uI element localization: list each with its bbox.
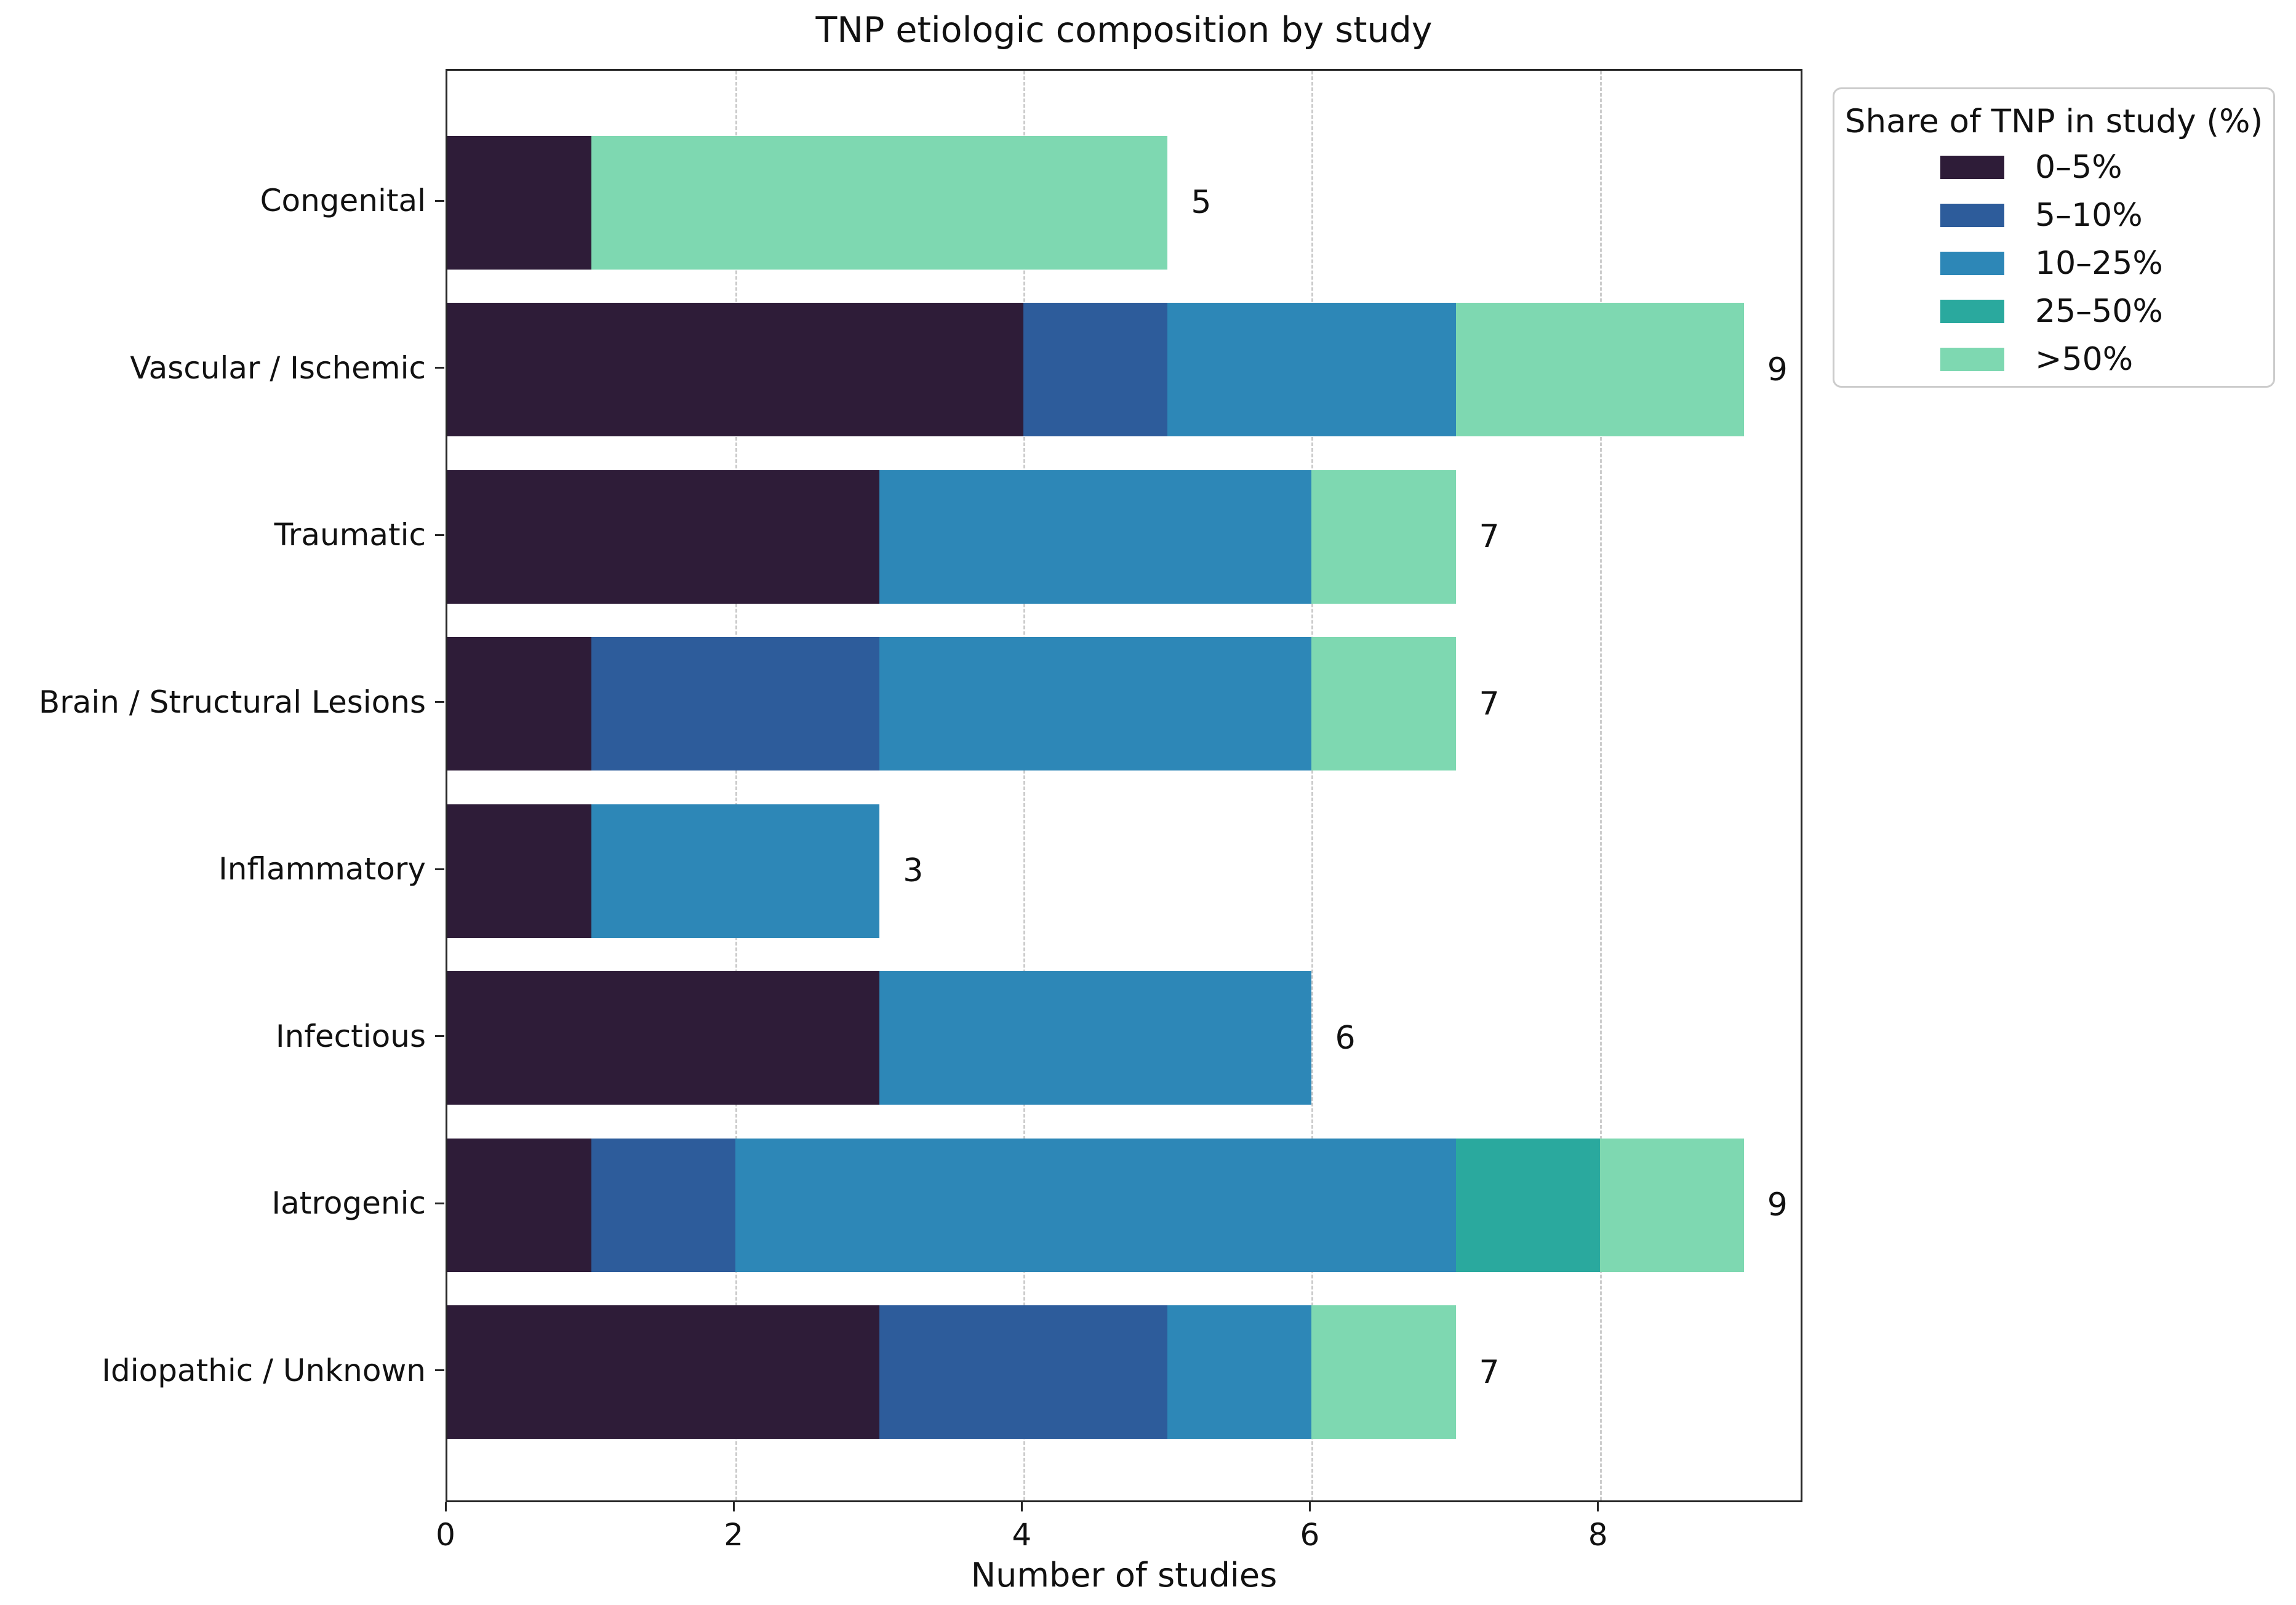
bar-segment [447,303,1024,437]
bar-segment [879,1305,1168,1439]
bar-segment [1167,1305,1312,1439]
bar-segment [447,135,592,270]
y-tick-mark [435,1202,444,1204]
y-tick-mark [435,1035,444,1038]
legend-rows: 0–5% 5–10% 10–25% 25–50% >50% [1834,143,2273,383]
bar-segment [1023,303,1168,437]
bar-total-label: 7 [1479,1353,1500,1391]
gridline-x-6 [1311,71,1314,1500]
bar-segment [1311,470,1456,604]
x-tick-mark [444,1502,447,1511]
legend-row: >50% [1834,335,2273,383]
legend-entry-label: 0–5% [2035,149,2122,186]
bar-segment [447,804,592,938]
legend: Share of TNP in study (%) 0–5% 5–10% 10–25… [1833,87,2275,388]
bar-segment [591,637,880,771]
y-tick-mark [435,701,444,703]
legend-row: 10–25% [1834,239,2273,287]
x-axis-label: Number of studies [970,1556,1278,1595]
x-tick-mark [732,1502,735,1511]
legend-entry-label: 10–25% [2035,245,2163,282]
legend-color-patch [1940,156,2004,179]
y-tick-mark [435,199,444,202]
bar-segment [1599,1138,1744,1272]
legend-title: Share of TNP in study (%) [1844,103,2263,140]
bar-total-label: 9 [1767,1187,1788,1224]
x-tick-mark [1597,1502,1599,1511]
bar-segment [447,971,880,1105]
legend-row: 0–5% [1834,143,2273,191]
bar-segment [879,971,1312,1105]
x-tick-label: 6 [1300,1517,1320,1553]
x-tick-label: 4 [1012,1517,1032,1553]
legend-color-patch [1940,300,2004,323]
y-tick-mark [435,534,444,536]
legend-color-patch [1940,204,2004,227]
y-tick-label: Brain / Structural Lesions [38,684,426,720]
y-tick-mark [435,868,444,870]
bar-total-label: 9 [1767,351,1788,388]
bar-total-label: 6 [1335,1019,1356,1057]
bar-total-label: 5 [1191,184,1212,222]
y-tick-label: Traumatic [274,517,426,553]
bar-segment [447,1138,592,1272]
y-tick-label: Idiopathic / Unknown [102,1352,426,1388]
y-tick-label: Inflammatory [218,851,426,887]
y-tick-mark [435,1369,444,1372]
y-tick-mark [435,367,444,369]
bar-segment [1455,303,1744,437]
legend-color-patch [1940,252,2004,275]
bar-total-label: 3 [903,852,924,890]
y-tick-label: Infectious [275,1018,426,1054]
x-tick-label: 2 [724,1517,744,1553]
bar-segment [1455,1138,1600,1272]
bar-segment [1167,303,1456,437]
chart-title: TNP etiologic composition by study [815,10,1433,50]
y-tick-label: Iatrogenic [271,1185,426,1222]
legend-entry-label: 25–50% [2035,293,2163,330]
bar-segment [591,1138,736,1272]
x-tick-mark [1308,1502,1311,1511]
x-tick-label: 0 [436,1517,455,1553]
plot-area: 5 9 7 7 3 6 9 7 [446,69,1802,1502]
gridline-x-4 [1023,71,1026,1500]
bar-segment [879,470,1312,604]
gridline-x-2 [735,71,738,1500]
legend-entry-label: >50% [2035,341,2134,378]
bar-segment [591,135,1168,270]
bar-segment [591,804,880,938]
legend-entry-label: 5–10% [2035,197,2143,234]
bar-segment [879,637,1312,771]
bar-total-label: 7 [1479,685,1500,722]
bar-segment [447,1305,880,1439]
bar-segment [735,1138,1456,1272]
y-tick-label: Congenital [260,183,426,219]
legend-row: 5–10% [1834,191,2273,239]
legend-row: 25–50% [1834,287,2273,335]
bar-segment [1311,637,1456,771]
bar-segment [447,470,880,604]
x-tick-mark [1020,1502,1023,1511]
bar-total-label: 7 [1479,518,1500,556]
bar-segment [447,637,592,771]
y-tick-label: Vascular / Ischemic [130,350,426,386]
legend-color-patch [1940,348,2004,371]
gridline-x-8 [1599,71,1602,1500]
x-tick-label: 8 [1588,1517,1608,1553]
bar-segment [1311,1305,1456,1439]
